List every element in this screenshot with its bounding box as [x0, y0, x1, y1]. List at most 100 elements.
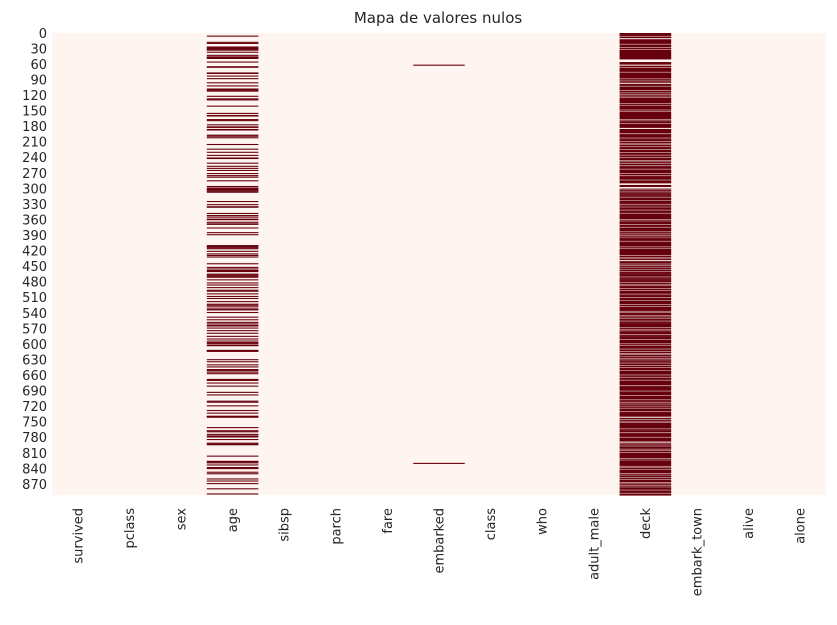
- null-cell-deck: [619, 93, 672, 95]
- null-cell-age: [206, 468, 259, 470]
- null-cell-deck: [619, 484, 672, 486]
- x-tick-label-who: who: [536, 508, 551, 535]
- null-cell-age: [206, 400, 259, 402]
- null-cell-age: [206, 455, 259, 457]
- null-cell-deck: [619, 314, 672, 316]
- null-cell-age: [206, 254, 259, 257]
- null-cell-age: [206, 342, 259, 344]
- null-cell-age: [206, 493, 259, 495]
- null-cell-deck: [619, 264, 672, 266]
- null-cell-age: [206, 340, 259, 342]
- null-cell-age: [206, 309, 259, 311]
- null-cell-age: [206, 478, 259, 480]
- null-cell-deck: [619, 81, 672, 83]
- null-cell-deck: [619, 111, 672, 120]
- null-cell-age: [206, 371, 259, 373]
- null-cell-deck: [619, 406, 672, 408]
- null-cell-deck: [619, 475, 672, 478]
- null-cell-deck: [619, 377, 672, 380]
- null-cell-age: [206, 98, 259, 100]
- y-tick-label: 360: [22, 213, 47, 228]
- null-cell-age: [206, 75, 259, 77]
- null-cell-age: [206, 151, 259, 153]
- null-cell-deck: [619, 138, 672, 140]
- null-cell-deck: [619, 143, 672, 145]
- null-cell-age: [206, 427, 259, 429]
- null-cell-deck: [619, 198, 672, 200]
- null-cell-deck: [619, 404, 672, 406]
- null-cell-deck: [619, 482, 672, 484]
- null-cell-age: [206, 88, 259, 90]
- null-cell-age: [206, 227, 259, 229]
- x-tick-label-sibsp: sibsp: [278, 508, 293, 542]
- y-tick-label: 570: [22, 322, 47, 337]
- y-tick-label: 870: [22, 478, 47, 493]
- null-cell-deck: [619, 365, 672, 368]
- null-cell-deck: [619, 83, 672, 86]
- null-cell-deck: [619, 278, 672, 280]
- null-cell-age: [206, 416, 259, 418]
- null-cell-deck: [619, 354, 672, 356]
- x-tick-label-deck: deck: [639, 508, 654, 539]
- null-cell-age: [206, 143, 259, 146]
- null-cell-age: [206, 46, 259, 48]
- null-cell-deck: [619, 163, 672, 166]
- y-tick-label: 300: [22, 182, 47, 197]
- null-cell-deck: [619, 469, 672, 474]
- null-cell-age: [206, 297, 259, 300]
- null-cell-age: [206, 253, 259, 255]
- null-cell-deck: [619, 268, 672, 270]
- null-cell-deck: [619, 65, 672, 68]
- null-cell-age: [206, 185, 259, 188]
- null-cell-deck: [619, 155, 672, 158]
- null-cell-deck: [619, 214, 672, 216]
- null-cell-deck: [619, 94, 672, 96]
- x-tick-label-embarked: embarked: [433, 508, 448, 574]
- null-cell-age: [206, 215, 259, 217]
- null-cell-deck: [619, 409, 672, 412]
- null-cell-age: [206, 49, 259, 51]
- null-cell-age: [206, 327, 259, 329]
- null-cell-age: [206, 223, 259, 225]
- null-cell-age: [206, 66, 259, 68]
- null-cell-deck: [619, 341, 672, 344]
- null-cell-age: [206, 483, 259, 485]
- null-cell-age: [206, 173, 259, 175]
- null-cell-age: [206, 35, 259, 37]
- null-cell-deck: [619, 336, 672, 338]
- null-cell-deck: [619, 477, 672, 480]
- null-cell-deck: [619, 334, 672, 336]
- null-cell-deck: [619, 104, 672, 106]
- null-cell-age: [206, 120, 259, 122]
- null-cell-age: [206, 175, 259, 177]
- null-cell-deck: [619, 380, 672, 382]
- null-cell-deck: [619, 162, 672, 164]
- null-cell-deck: [619, 421, 672, 423]
- null-cell-age: [206, 99, 259, 101]
- null-cell-age: [206, 191, 259, 193]
- null-cell-age: [206, 250, 259, 252]
- null-cell-deck: [619, 351, 672, 354]
- null-cell-deck: [619, 430, 672, 433]
- null-cell-deck: [619, 210, 672, 213]
- y-tick-label: 0: [39, 27, 47, 42]
- null-cell-deck: [619, 485, 672, 487]
- null-cell-deck: [619, 149, 672, 153]
- y-tick-label: 720: [22, 400, 47, 415]
- null-cell-deck: [619, 33, 672, 35]
- null-cell-deck: [619, 259, 672, 261]
- null-cell-deck: [619, 192, 672, 194]
- null-cell-deck: [619, 110, 672, 112]
- null-cell-deck: [619, 437, 672, 439]
- null-cell-age: [206, 439, 259, 441]
- null-cell-age: [206, 89, 259, 91]
- null-cell-age: [206, 467, 259, 469]
- null-cell-age: [206, 364, 259, 366]
- null-cell-deck: [619, 44, 672, 46]
- null-cell-deck: [619, 466, 672, 468]
- null-cell-age: [206, 246, 259, 248]
- null-cell-deck: [619, 49, 672, 60]
- null-cell-age: [206, 323, 259, 325]
